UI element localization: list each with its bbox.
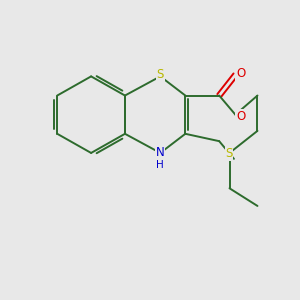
- Text: S: S: [157, 68, 164, 81]
- Text: S: S: [225, 147, 233, 160]
- Text: N: N: [156, 146, 165, 159]
- Text: O: O: [236, 67, 245, 80]
- Text: O: O: [236, 110, 245, 123]
- Text: H: H: [156, 160, 164, 170]
